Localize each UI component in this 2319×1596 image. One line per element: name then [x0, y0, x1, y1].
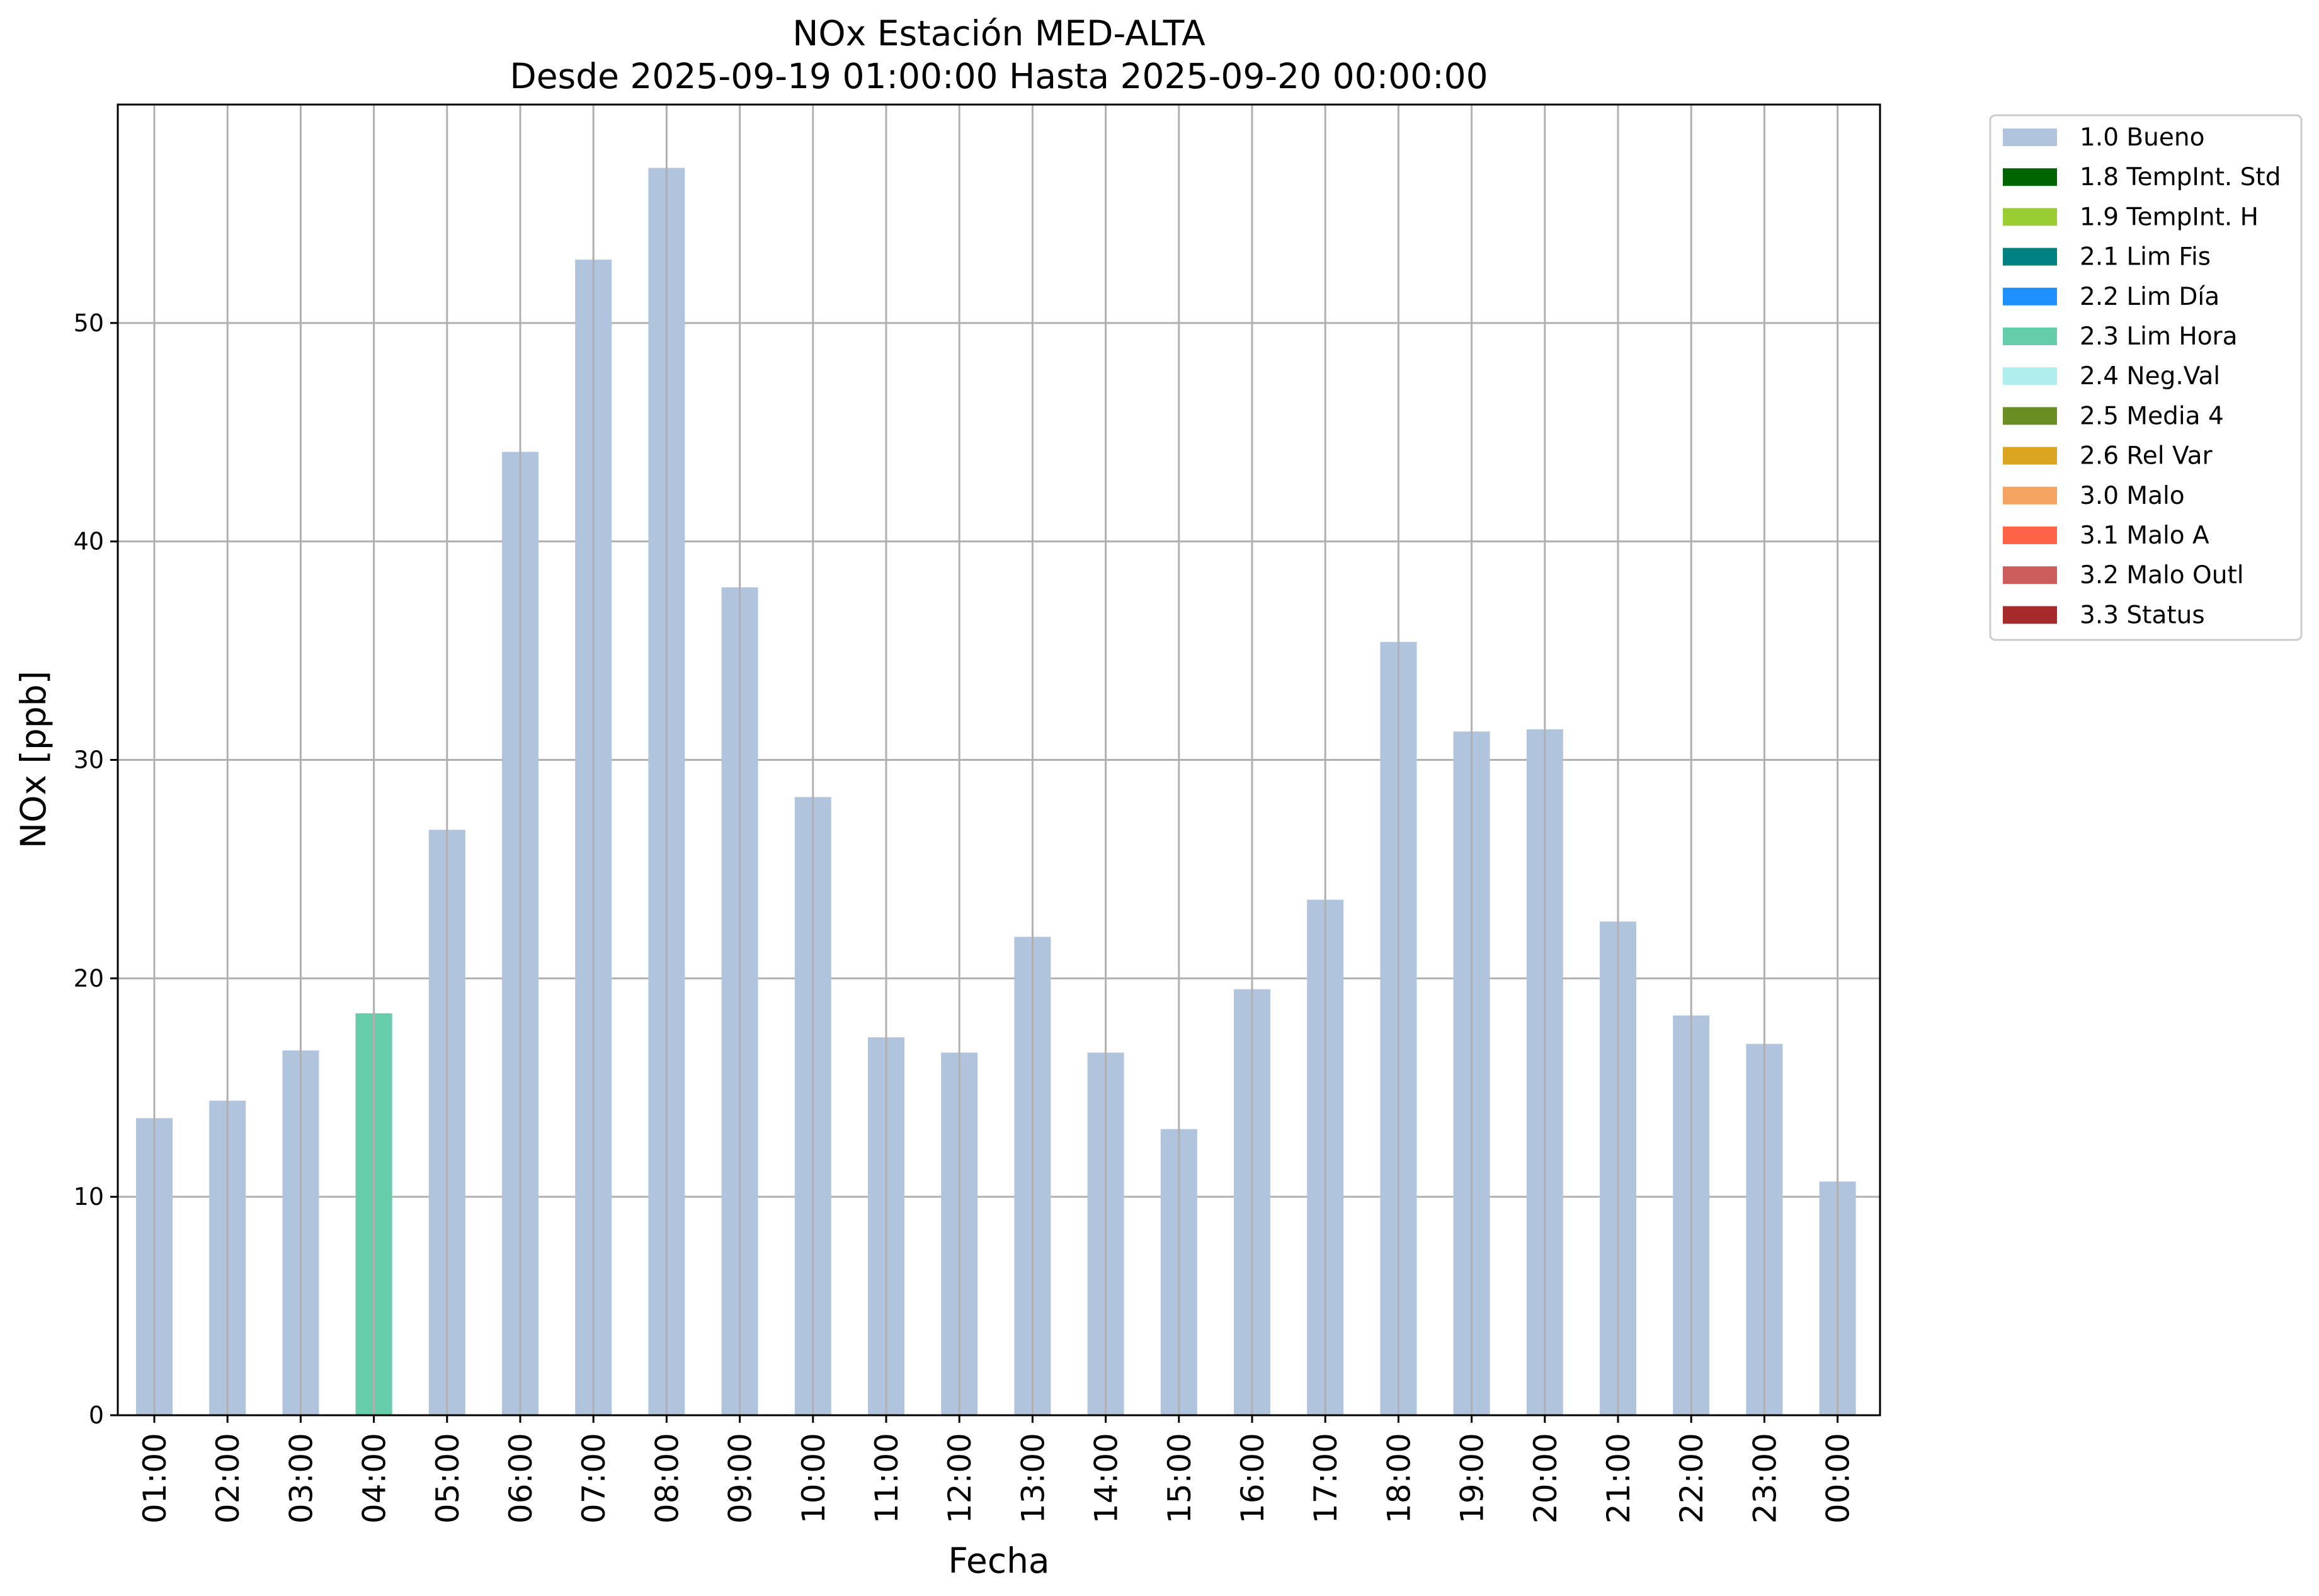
x-tick-label: 03:00 — [283, 1433, 319, 1524]
x-tick-label: 10:00 — [795, 1433, 832, 1524]
x-axis-label: Fecha — [948, 1541, 1049, 1581]
grid-lines — [118, 322, 1880, 1198]
vertical-grid-lines — [153, 105, 1839, 1415]
y-tick-label: 30 — [74, 746, 104, 774]
legend-label: 3.2 Malo Outl — [2080, 561, 2244, 590]
x-tick-label: 23:00 — [1746, 1433, 1783, 1524]
x-tick-label: 13:00 — [1015, 1433, 1051, 1524]
y-tick-label: 10 — [74, 1183, 104, 1211]
legend-swatch — [2003, 486, 2057, 504]
legend-label: 3.3 Status — [2080, 601, 2205, 629]
legend-label: 2.3 Lim Hora — [2080, 322, 2238, 351]
legend-swatch — [2003, 208, 2057, 226]
legend-swatch — [2003, 128, 2057, 146]
x-tick-label: 14:00 — [1088, 1433, 1125, 1524]
x-axis-ticks: 01:00 02:00 03:00 04:00 05:00 06:00 07:00 08:00… — [137, 1415, 1857, 1524]
x-tick-label: 05:00 — [430, 1433, 466, 1524]
legend-swatch — [2003, 566, 2057, 584]
legend-label: 3.0 Malo — [2080, 482, 2185, 510]
legend-swatch — [2003, 248, 2057, 266]
legend-swatch — [2003, 287, 2057, 305]
x-tick-label: 22:00 — [1673, 1433, 1710, 1524]
y-tick-label: 0 — [89, 1401, 104, 1429]
legend-swatch — [2003, 328, 2057, 345]
y-tick-label: 20 — [74, 964, 104, 992]
x-tick-label: 16:00 — [1234, 1433, 1271, 1524]
x-tick-label: 09:00 — [722, 1433, 759, 1524]
chart-subtitle: Desde 2025-09-19 01:00:00 Hasta 2025-09-… — [510, 56, 1488, 96]
x-tick-label: 00:00 — [1820, 1433, 1857, 1524]
legend-label: 2.2 Lim Día — [2080, 283, 2219, 311]
legend-swatch — [2003, 407, 2057, 425]
x-tick-label: 15:00 — [1161, 1433, 1198, 1524]
x-tick-label: 12:00 — [942, 1433, 978, 1524]
x-tick-label: 01:00 — [137, 1433, 173, 1524]
legend-label: 2.5 Media 4 — [2080, 402, 2224, 430]
x-tick-label: 08:00 — [649, 1433, 685, 1524]
x-tick-label: 04:00 — [356, 1433, 393, 1524]
x-tick-label: 17:00 — [1308, 1433, 1344, 1524]
x-tick-label: 07:00 — [576, 1433, 612, 1524]
x-tick-label: 18:00 — [1381, 1433, 1417, 1524]
y-tick-label: 50 — [74, 309, 104, 337]
legend-label: 2.4 Neg.Val — [2080, 362, 2220, 390]
x-tick-label: 02:00 — [210, 1433, 246, 1524]
legend-label: 2.6 Rel Var — [2080, 442, 2213, 470]
x-tick-label: 06:00 — [503, 1433, 539, 1524]
x-tick-label: 21:00 — [1600, 1433, 1637, 1524]
legend-label: 1.9 TempInt. H — [2080, 203, 2259, 231]
legend-swatch — [2003, 606, 2057, 624]
x-tick-label: 11:00 — [869, 1433, 905, 1524]
legend-swatch — [2003, 527, 2057, 544]
legend-label: 1.8 TempInt. Std — [2080, 163, 2281, 191]
legend: 1.0 Bueno 1.8 TempInt. Std 1.9 TempInt. H 2… — [1989, 114, 2303, 641]
legend-swatch — [2003, 367, 2057, 385]
legend-label: 1.0 Bueno — [2080, 123, 2204, 152]
y-tick-label: 40 — [74, 528, 104, 556]
x-tick-label: 20:00 — [1527, 1433, 1564, 1524]
legend-label: 3.1 Malo A — [2080, 522, 2209, 550]
legend-frame — [1989, 114, 2303, 641]
y-axis-label: NOx [ppb] — [13, 671, 54, 848]
chart-title: NOx Estación MED-ALTA — [792, 13, 1205, 54]
y-axis-ticks: 0 10 20 30 40 50 — [74, 309, 118, 1429]
legend-swatch — [2003, 168, 2057, 186]
legend-swatch — [2003, 447, 2057, 465]
legend-label: 2.1 Lim Fis — [2080, 243, 2211, 271]
x-tick-label: 19:00 — [1454, 1433, 1491, 1524]
